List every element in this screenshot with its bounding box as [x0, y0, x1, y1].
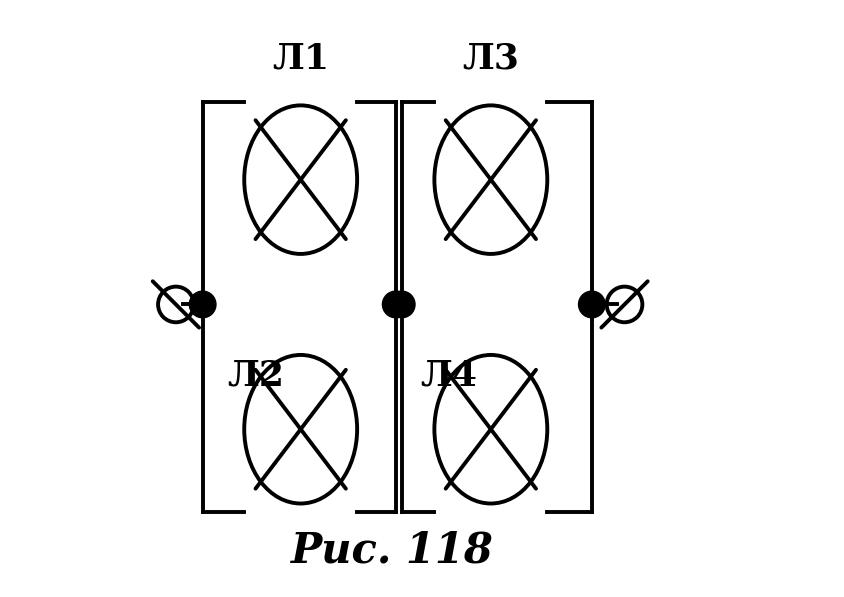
- Text: Л4: Л4: [420, 358, 477, 392]
- Text: Л1: Л1: [272, 42, 329, 76]
- Circle shape: [189, 291, 216, 318]
- Text: Л3: Л3: [462, 42, 519, 76]
- Circle shape: [388, 291, 414, 318]
- Circle shape: [578, 291, 604, 318]
- Circle shape: [382, 291, 408, 318]
- Text: Рис. 118: Рис. 118: [291, 530, 494, 572]
- Text: Л2: Л2: [227, 358, 284, 392]
